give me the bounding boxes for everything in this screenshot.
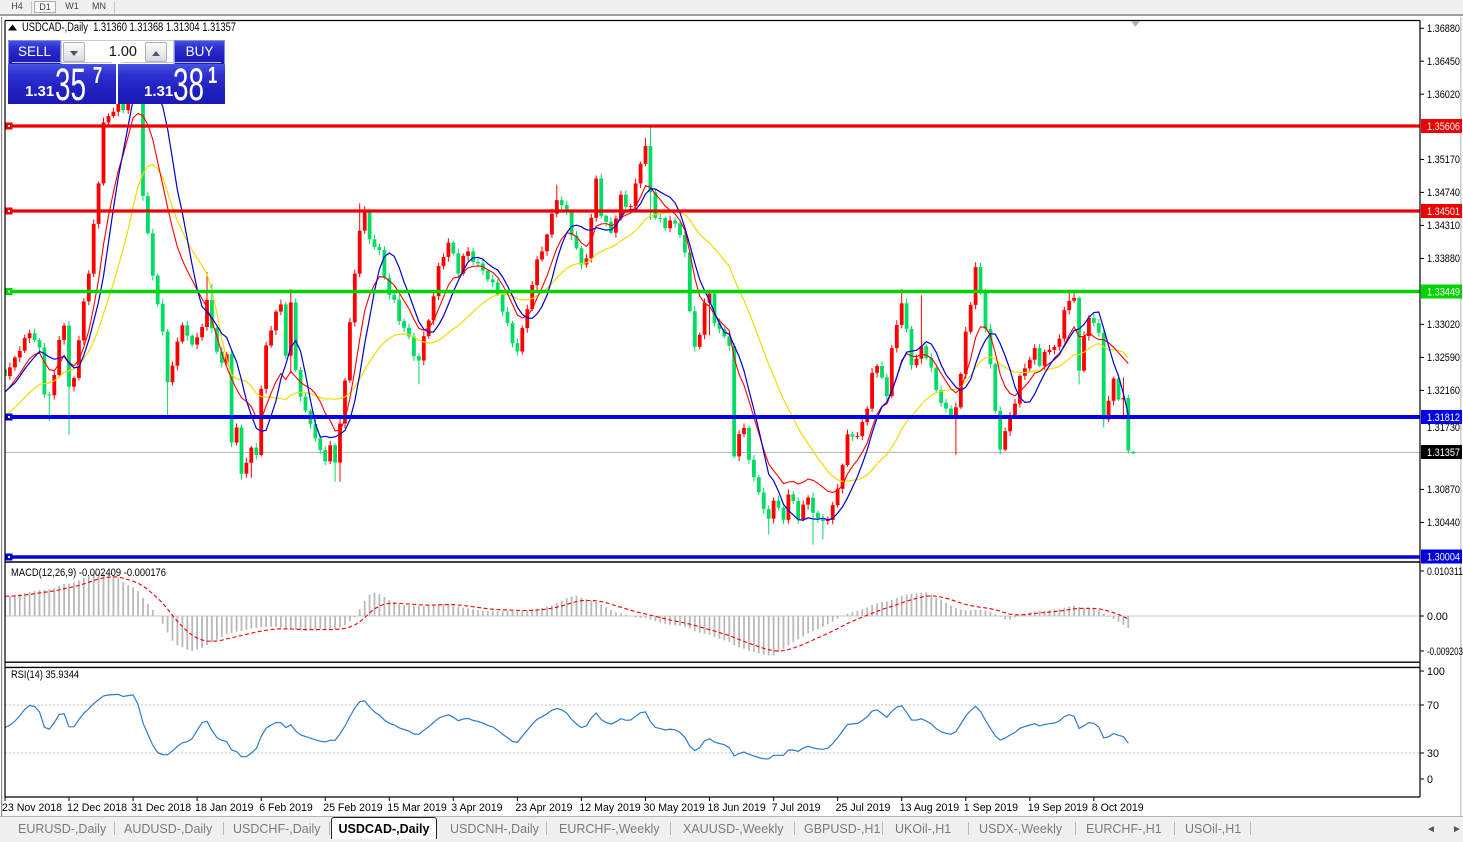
svg-text:1.33880: 1.33880 — [1427, 253, 1460, 265]
svg-text:15 Mar 2019: 15 Mar 2019 — [387, 802, 447, 814]
svg-text:1.36880: 1.36880 — [1427, 23, 1460, 35]
svg-text:1.30004: 1.30004 — [1427, 552, 1460, 564]
svg-text:19 Sep 2019: 19 Sep 2019 — [1028, 802, 1088, 814]
svg-text:1.34310: 1.34310 — [1427, 220, 1460, 232]
svg-text:MACD(12,26,9) -0.002409 -0.000: MACD(12,26,9) -0.002409 -0.000176 — [11, 567, 166, 579]
svg-text:1.34740: 1.34740 — [1427, 187, 1460, 199]
svg-text:1.35606: 1.35606 — [1427, 121, 1460, 133]
svg-text:18 Jun 2019: 18 Jun 2019 — [708, 802, 766, 814]
svg-text:12 May 2019: 12 May 2019 — [579, 802, 640, 814]
svg-text:1.36450: 1.36450 — [1427, 56, 1460, 68]
svg-text:1.35170: 1.35170 — [1427, 154, 1460, 166]
svg-text:1.31812: 1.31812 — [1427, 412, 1460, 424]
svg-text:6 Feb 2019: 6 Feb 2019 — [259, 802, 313, 814]
svg-text:1.31357: 1.31357 — [1427, 447, 1460, 459]
svg-text:RSI(14) 35.9344: RSI(14) 35.9344 — [11, 669, 79, 681]
svg-text:12 Dec 2018: 12 Dec 2018 — [67, 802, 127, 814]
svg-text:23 Apr 2019: 23 Apr 2019 — [515, 802, 572, 814]
svg-text:0: 0 — [1427, 774, 1433, 786]
svg-text:30 May 2019: 30 May 2019 — [644, 802, 705, 814]
svg-text:1.33020: 1.33020 — [1427, 319, 1460, 331]
svg-text:31 Dec 2018: 31 Dec 2018 — [131, 802, 191, 814]
svg-text:25 Feb 2019: 25 Feb 2019 — [323, 802, 383, 814]
svg-text:18 Jan 2019: 18 Jan 2019 — [195, 802, 253, 814]
svg-text:1.34501: 1.34501 — [1427, 206, 1460, 218]
svg-text:70: 70 — [1427, 700, 1439, 712]
svg-text:25 Jul 2019: 25 Jul 2019 — [836, 802, 891, 814]
svg-text:1.31730: 1.31730 — [1427, 422, 1460, 434]
svg-text:0.00: 0.00 — [1427, 611, 1448, 623]
svg-text:1.33449: 1.33449 — [1427, 287, 1460, 299]
svg-text:1.30870: 1.30870 — [1427, 484, 1460, 496]
svg-text:1.32160: 1.32160 — [1427, 385, 1460, 397]
svg-text:1.32590: 1.32590 — [1427, 352, 1460, 364]
svg-text:7 Jul 2019: 7 Jul 2019 — [772, 802, 821, 814]
svg-text:1 Sep 2019: 1 Sep 2019 — [964, 802, 1018, 814]
svg-text:100: 100 — [1427, 666, 1445, 678]
svg-text:1.36020: 1.36020 — [1427, 89, 1460, 101]
svg-text:3 Apr 2019: 3 Apr 2019 — [451, 802, 502, 814]
svg-text:-0.009203: -0.009203 — [1427, 646, 1463, 658]
svg-text:23 Nov 2018: 23 Nov 2018 — [2, 802, 62, 814]
svg-text:8 Oct 2019: 8 Oct 2019 — [1092, 802, 1144, 814]
svg-text:13 Aug 2019: 13 Aug 2019 — [900, 802, 960, 814]
svg-text:0.010311: 0.010311 — [1427, 566, 1463, 578]
svg-text:USDCAD-,Daily 1.31360 1.31368: USDCAD-,Daily 1.31360 1.31368 1.31304 1.… — [22, 22, 236, 34]
svg-text:1.30440: 1.30440 — [1427, 517, 1460, 529]
svg-text:30: 30 — [1427, 748, 1439, 760]
